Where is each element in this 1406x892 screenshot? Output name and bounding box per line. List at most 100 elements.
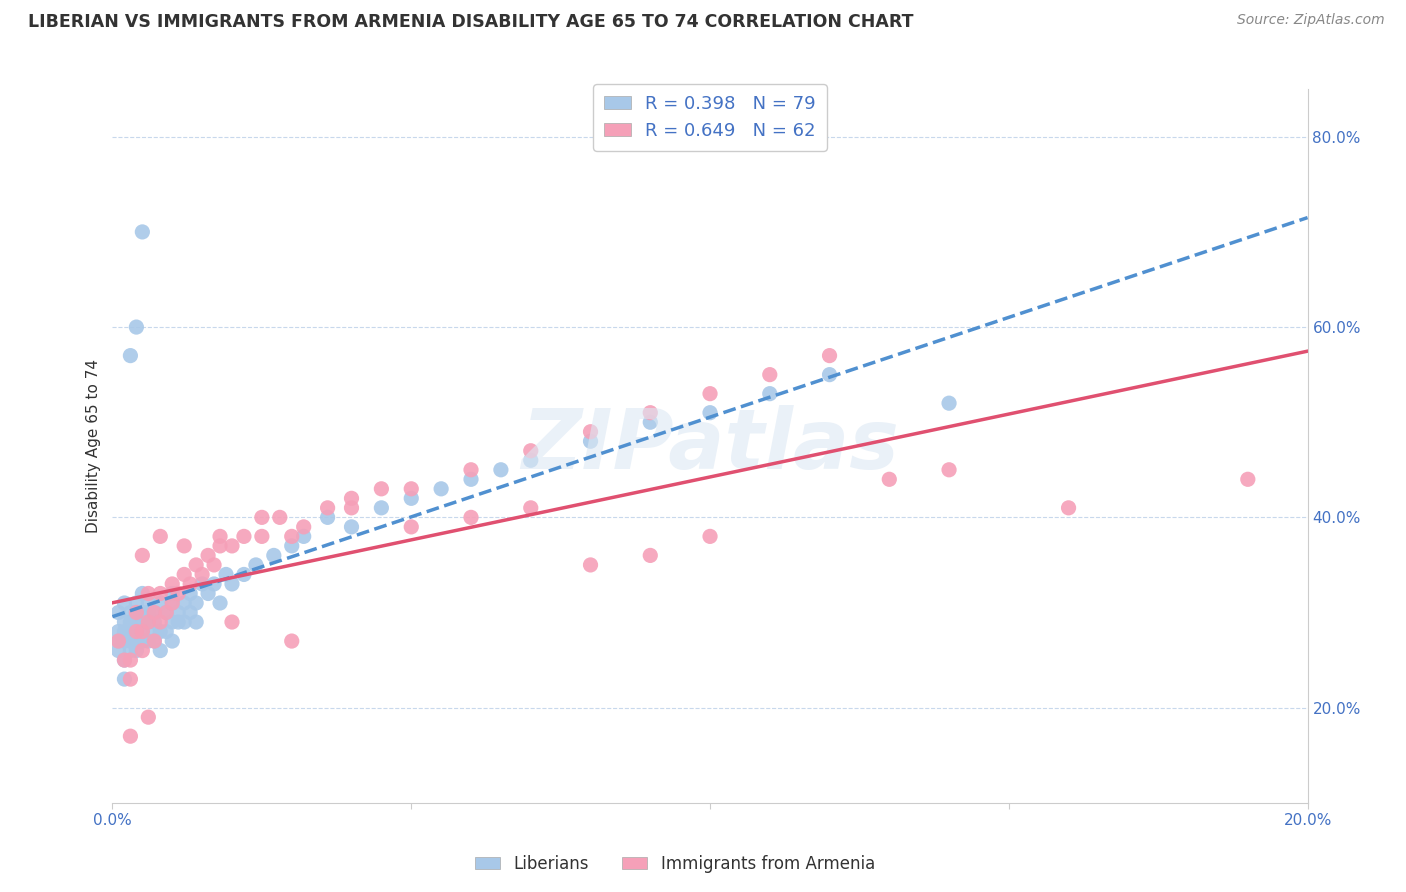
Point — [640, 415, 662, 429]
Point — [149, 586, 172, 600]
Point — [316, 500, 339, 515]
Point — [143, 615, 166, 629]
Point — [143, 606, 166, 620]
Point — [107, 606, 129, 620]
Point — [131, 225, 153, 239]
Point — [143, 624, 166, 639]
Point — [167, 615, 190, 629]
Point — [167, 586, 190, 600]
Point — [186, 558, 208, 572]
Point — [131, 549, 153, 563]
Point — [759, 386, 782, 401]
Point — [197, 586, 219, 600]
Point — [179, 606, 201, 620]
Point — [114, 596, 135, 610]
Point — [120, 615, 142, 629]
Text: LIBERIAN VS IMMIGRANTS FROM ARMENIA DISABILITY AGE 65 TO 74 CORRELATION CHART: LIBERIAN VS IMMIGRANTS FROM ARMENIA DISA… — [28, 13, 914, 31]
Point — [579, 558, 602, 572]
Point — [120, 643, 142, 657]
Point — [125, 643, 148, 657]
Point — [699, 386, 721, 401]
Point — [149, 596, 172, 610]
Point — [186, 596, 208, 610]
Point — [131, 615, 153, 629]
Point — [162, 596, 183, 610]
Point — [340, 500, 363, 515]
Point — [938, 396, 960, 410]
Point — [149, 615, 172, 629]
Point — [162, 577, 183, 591]
Point — [179, 577, 201, 591]
Point — [191, 577, 214, 591]
Point — [107, 624, 129, 639]
Point — [460, 463, 482, 477]
Point — [107, 643, 129, 657]
Point — [250, 529, 273, 543]
Point — [173, 567, 195, 582]
Point — [149, 624, 172, 639]
Legend: R = 0.398   N = 79, R = 0.649   N = 62: R = 0.398 N = 79, R = 0.649 N = 62 — [593, 84, 827, 151]
Point — [162, 586, 183, 600]
Point — [460, 472, 482, 486]
Point — [131, 586, 153, 600]
Point — [281, 634, 304, 648]
Point — [401, 482, 423, 496]
Point — [202, 558, 225, 572]
Point — [209, 596, 232, 610]
Point — [818, 349, 841, 363]
Point — [215, 567, 238, 582]
Point — [179, 586, 201, 600]
Point — [370, 500, 392, 515]
Point — [173, 539, 195, 553]
Point — [879, 472, 901, 486]
Point — [114, 615, 135, 629]
Point — [107, 634, 129, 648]
Point — [191, 567, 214, 582]
Point — [125, 615, 148, 629]
Point — [520, 500, 543, 515]
Point — [114, 624, 135, 639]
Point — [131, 643, 153, 657]
Point — [131, 624, 153, 639]
Point — [162, 596, 183, 610]
Point — [125, 606, 148, 620]
Point — [340, 491, 363, 506]
Point — [699, 529, 721, 543]
Legend: Liberians, Immigrants from Armenia: Liberians, Immigrants from Armenia — [468, 848, 882, 880]
Point — [173, 596, 195, 610]
Point — [221, 539, 243, 553]
Point — [401, 520, 423, 534]
Point — [370, 482, 392, 496]
Point — [120, 624, 142, 639]
Point — [120, 729, 142, 743]
Point — [316, 510, 339, 524]
Point — [167, 606, 190, 620]
Point — [292, 520, 315, 534]
Point — [1237, 472, 1260, 486]
Point — [125, 596, 148, 610]
Point — [138, 634, 160, 648]
Text: Source: ZipAtlas.com: Source: ZipAtlas.com — [1237, 13, 1385, 28]
Point — [125, 624, 148, 639]
Point — [138, 615, 160, 629]
Point — [292, 529, 315, 543]
Point — [489, 463, 512, 477]
Point — [209, 539, 232, 553]
Point — [263, 549, 285, 563]
Point — [173, 615, 195, 629]
Point — [759, 368, 782, 382]
Point — [131, 624, 153, 639]
Point — [143, 634, 166, 648]
Point — [149, 529, 172, 543]
Point — [460, 510, 482, 524]
Point — [233, 567, 256, 582]
Point — [143, 634, 166, 648]
Point — [120, 653, 142, 667]
Point — [401, 491, 423, 506]
Point — [143, 606, 166, 620]
Point — [138, 586, 160, 600]
Point — [120, 349, 142, 363]
Point — [131, 606, 153, 620]
Point — [149, 643, 172, 657]
Point — [202, 577, 225, 591]
